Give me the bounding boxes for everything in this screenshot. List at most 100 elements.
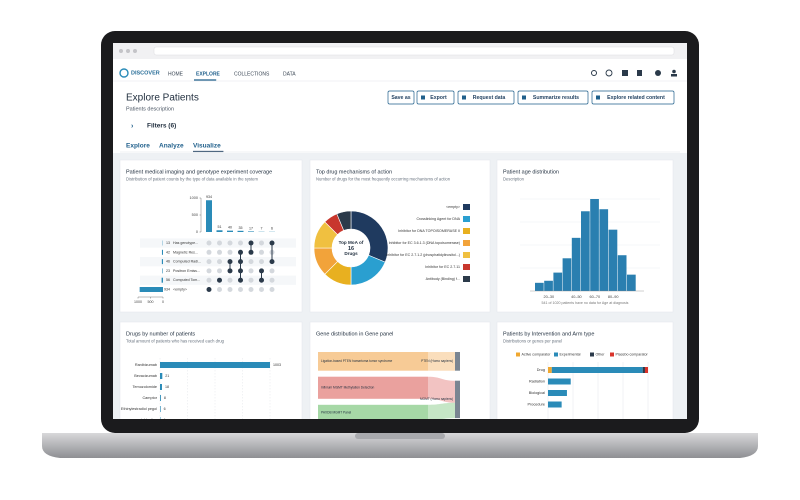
chart-panel: Patients by Intervention and Arm type Dis… — [496, 321, 674, 419]
center-label-box — [335, 239, 367, 257]
action-button-label[interactable]: Summarize results — [533, 95, 579, 101]
account-icon[interactable] — [672, 69, 676, 74]
action-button[interactable] — [416, 90, 455, 105]
user-list-icon[interactable] — [637, 70, 642, 76]
category-label: vinblastine — [139, 418, 157, 422]
action-button[interactable] — [517, 90, 589, 105]
legend-swatch — [463, 264, 470, 270]
address-bar[interactable] — [153, 46, 675, 56]
search-icon[interactable] — [591, 70, 597, 76]
matrix-dot — [217, 249, 222, 255]
filters-toggle[interactable]: Filters (6) — [147, 123, 176, 130]
sankey-source-node — [318, 376, 428, 399]
set-size-bar — [161, 249, 163, 255]
set-label: Computed Tom... — [173, 278, 200, 282]
filters-chevron[interactable]: › — [131, 123, 134, 130]
value-label: 6 — [164, 407, 166, 411]
nav-tab[interactable]: HOME — [168, 71, 184, 77]
action-button[interactable] — [387, 90, 415, 105]
x-tick-label: 0 — [162, 300, 164, 304]
matrix-dot — [238, 240, 243, 246]
chart-title: Patient age distribution — [503, 169, 559, 175]
nav-tab[interactable]: DATA — [283, 71, 296, 77]
action-button[interactable] — [457, 90, 515, 105]
legend-label: Antibody (Binding) f... — [426, 277, 460, 281]
sankey-target-node — [455, 352, 460, 371]
set-size-bar — [161, 259, 163, 265]
sankey-link — [428, 376, 455, 403]
account-icon-body[interactable] — [671, 74, 677, 77]
set-size-bar — [162, 268, 163, 274]
nav-tab[interactable]: EXPLORE — [196, 71, 221, 77]
intersection-label: 35 — [239, 226, 243, 230]
action-button-label[interactable]: Request data — [473, 95, 506, 101]
action-button-label[interactable]: Export — [430, 95, 447, 101]
matrix-dot — [259, 240, 264, 246]
download-icon[interactable] — [622, 70, 628, 76]
intersection-bar — [248, 231, 254, 232]
matrix-dot — [248, 268, 254, 274]
action-button-label[interactable]: Explore related content — [607, 95, 665, 101]
chart-panel: Gene distribution in Gene panel Ligation-… — [309, 321, 491, 419]
set-size-label: 13 — [166, 241, 170, 245]
matrix-dot — [238, 287, 243, 292]
matrix-dot — [217, 259, 222, 265]
view-tab[interactable]: Explore — [126, 143, 150, 150]
button-icon — [462, 95, 466, 100]
intersection-label: 51 — [218, 225, 222, 229]
nav-tabs: HOME EXPLORE COLLECTIONS DATA — [168, 71, 296, 81]
sankey-target-label: PTEN (Homo sapiens) — [421, 359, 453, 363]
matrix-dot — [206, 259, 212, 265]
legend-label: Inhibitor for EC 3.6.1.3 (DNA topoisomer… — [389, 241, 460, 245]
settings-icon[interactable] — [655, 70, 661, 76]
sankey-target-node — [455, 380, 460, 419]
view-tab[interactable]: Analyze — [159, 143, 184, 150]
view-tabs: Explore Analyze Visualize — [126, 143, 224, 153]
panel-card — [119, 321, 303, 419]
matrix-dot — [217, 287, 222, 292]
category-label: Radiation — [529, 380, 545, 384]
set-size-label: 56 — [166, 278, 170, 282]
chart-panel: Patient medical imaging and genotype exp… — [119, 159, 303, 313]
logo-text[interactable]: DISCOVER — [131, 70, 160, 76]
set-label: <empty> — [173, 287, 187, 291]
action-button-label[interactable]: Save as — [391, 95, 410, 101]
histogram-bar — [599, 209, 609, 291]
view-tab[interactable]: Visualize — [193, 143, 221, 150]
histogram-bar — [581, 211, 590, 291]
matrix-dot — [217, 277, 222, 283]
value-label: 1003 — [273, 363, 281, 367]
set-size-label: 46 — [166, 260, 170, 264]
nav-tab[interactable]: COLLECTIONS — [234, 71, 270, 77]
histogram-bar — [617, 255, 627, 291]
legend-swatch — [463, 240, 470, 246]
value-label: 21 — [165, 374, 169, 378]
category-label: Ethinylestradiol pegol — [121, 407, 157, 411]
bar-segment — [548, 390, 567, 396]
legend-swatch — [590, 352, 594, 357]
set-size-label: 934 — [164, 287, 170, 291]
histogram-bar — [553, 272, 563, 291]
histogram-bar — [544, 280, 553, 291]
panels: Patient medical imaging and genotype exp… — [119, 159, 674, 422]
legend-label: Other — [596, 352, 606, 356]
legend-swatch — [463, 276, 470, 282]
bar — [160, 406, 161, 412]
matrix-dot — [259, 259, 264, 265]
matrix-dot — [227, 277, 233, 283]
action-button[interactable] — [591, 90, 675, 105]
intersection-label: 40 — [228, 226, 232, 230]
page-description: Patients description — [126, 106, 174, 112]
x-tick-label: 500 — [148, 300, 154, 304]
help-icon[interactable] — [605, 69, 613, 77]
sankey-source-label: Infinium MGMT Methylation Detection — [321, 386, 374, 390]
legend-label: Crosslinking Agent for DNA — [416, 217, 460, 221]
bar-segment — [548, 367, 552, 373]
intersection-label: 6 — [271, 227, 273, 231]
set-size-label: 23 — [166, 269, 170, 273]
legend-label: Inhibitor for DNA TOPOISOMERASE II — [398, 229, 460, 233]
category-label: Drug — [537, 368, 545, 372]
sankey-source-node — [318, 404, 428, 419]
sankey-target-label: MGMT (Homo sapiens) — [420, 397, 453, 401]
